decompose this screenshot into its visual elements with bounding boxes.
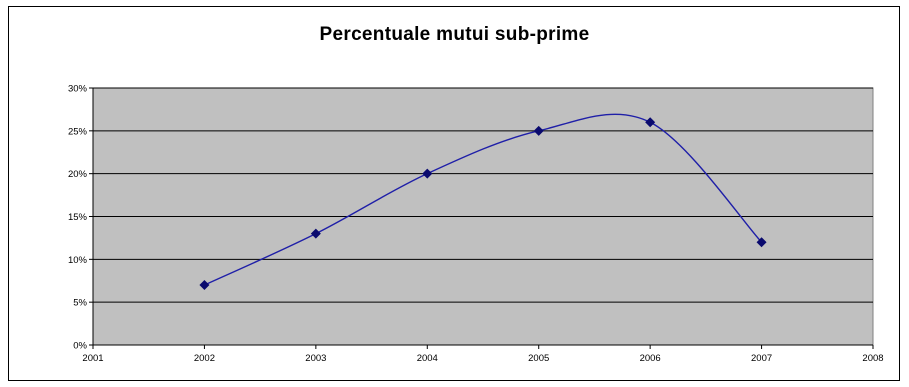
x-tick-label: 2003	[305, 353, 326, 364]
x-tick-label: 2006	[640, 353, 661, 364]
x-tick-label: 2001	[82, 353, 103, 364]
y-tick-label: 25%	[68, 126, 88, 137]
data-point-marker	[422, 168, 433, 179]
x-tick-label: 2007	[751, 353, 772, 364]
data-point-marker	[645, 117, 656, 128]
x-tick-label: 2004	[417, 353, 438, 364]
x-tick-label: 2005	[528, 353, 549, 364]
series-line	[204, 113, 763, 286]
data-point-marker	[199, 280, 210, 291]
data-point-marker	[310, 228, 321, 239]
y-tick-label: 10%	[68, 255, 88, 266]
chart-title: Percentuale mutui sub-prime	[319, 24, 590, 45]
y-tick-label: 30%	[68, 84, 88, 95]
x-tick-label: 2002	[194, 353, 215, 364]
x-tick-label: 2008	[862, 353, 883, 364]
y-tick-label: 15%	[68, 212, 88, 223]
data-point-marker	[533, 125, 544, 136]
y-tick-label: 0%	[73, 341, 87, 352]
y-tick-label: 20%	[68, 169, 88, 180]
data-point-marker	[756, 237, 767, 248]
y-tick-label: 5%	[73, 298, 87, 309]
